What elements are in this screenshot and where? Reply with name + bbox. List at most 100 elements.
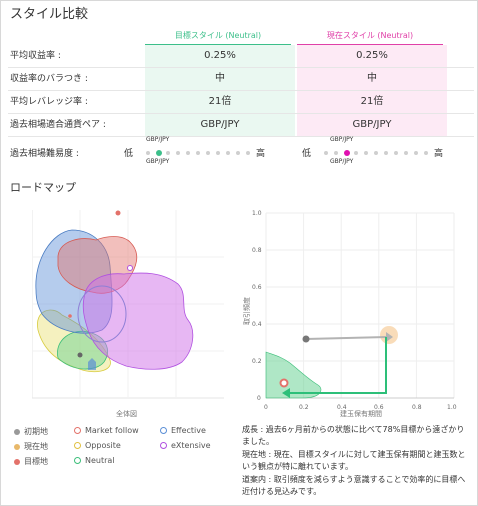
table-row: 収益率のバラつき : 中 中 (8, 68, 474, 91)
marker-small-icon (68, 314, 72, 318)
legend-label: eXtensive (171, 441, 211, 450)
region-inner-ring (77, 285, 127, 343)
x-tick-label: 0.4 (337, 404, 347, 411)
scale-dot (196, 151, 200, 155)
x-tick-label: 1.0 (447, 404, 457, 411)
initial-position-icon (302, 335, 310, 343)
scale-dot (414, 151, 418, 155)
overview-chart (32, 210, 224, 399)
target-value: 21倍 (145, 91, 295, 113)
x-tick-label: 0.2 (299, 404, 309, 411)
region-extensive (82, 272, 194, 370)
difficulty-label: 過去相場難易度 : (10, 149, 79, 159)
current-style-header: 現在スタイル (Neutral) (297, 28, 443, 46)
scale-dot (424, 151, 428, 155)
scale-active-dot (156, 150, 162, 156)
target-value: 0.25% (145, 45, 295, 67)
scale-dots (324, 150, 432, 156)
scale-dot (166, 151, 170, 155)
scale-dot (206, 151, 210, 155)
marker-initial-icon (77, 352, 83, 358)
target-value: 中 (145, 68, 295, 90)
scale-dot (374, 151, 378, 155)
target-position-icon (279, 378, 289, 388)
scale-pair-label: GBP/JPY (146, 136, 170, 143)
scale-pair-label: GBP/JPY (146, 158, 170, 165)
legend-item: Opposite (74, 441, 121, 450)
scale-dot (354, 151, 358, 155)
y-tick-label: 0 (257, 395, 261, 402)
legend-extensive-icon (160, 442, 167, 449)
scale-high-label: 高 (434, 149, 444, 159)
legend-initial-icon (14, 428, 20, 435)
legend-market-follow-icon (74, 427, 81, 434)
legend-item: 初期地 (14, 426, 48, 437)
scale-dot (186, 151, 190, 155)
legend-label: Opposite (85, 441, 121, 450)
row-label: 平均レバレッジ率 : (10, 97, 88, 107)
marker-neutral-icon (88, 358, 96, 370)
marker-target-icon (115, 210, 121, 216)
current-value: GBP/JPY (297, 114, 447, 136)
y-tick-label: 0.6 (252, 284, 262, 291)
scale-dots (146, 150, 254, 156)
scale-pair-label: GBP/JPY (330, 136, 354, 143)
legend-label: Effective (171, 426, 206, 435)
legend-target-icon (14, 458, 20, 465)
x-tick-label: 0.8 (412, 404, 422, 411)
legend-item: 現在地 (14, 441, 48, 452)
legend-item: Market follow (74, 426, 139, 435)
legend-label: Market follow (85, 426, 139, 435)
target-value: GBP/JPY (145, 114, 295, 136)
target-difficulty-scale: 低 高 GBP/JPY GBP/JPY (124, 136, 273, 166)
legend-item: eXtensive (160, 441, 211, 450)
current-value: 0.25% (297, 45, 447, 67)
growth-arrow-head-icon (386, 332, 393, 342)
x-axis-label: 建玉保有期間 (340, 409, 382, 418)
row-label: 収益率のバラつき : (10, 74, 88, 84)
guide-arrow-head-icon (282, 388, 290, 398)
description-guide: 道案内 : 取引頻度を減らすよう意識することで効率的に目標へ近付ける見込みです。 (242, 474, 466, 497)
scale-dot (246, 151, 250, 155)
legend-item: Effective (160, 426, 206, 435)
roadmap-description: 成長 : 過去6ヶ月前からの状態に比べて78%目標から遠ざかりました。 現在地 … (242, 424, 472, 498)
page-title: スタイル比較 (10, 7, 89, 22)
scale-dot (394, 151, 398, 155)
scale-low-label: 低 (124, 149, 134, 159)
row-label: 平均収益率 : (10, 51, 61, 61)
y-tick-label: 0.2 (252, 358, 262, 365)
description-current: 現在地 : 現在、目標スタイルに対して建玉保有期間と建玉数という観点が特に離れて… (242, 449, 466, 472)
roadmap-chart: 1.0 0.8 0.6 0.4 0.2 0 0 0.2 0.4 0.6 0.8 … (242, 210, 457, 418)
scale-dot (236, 151, 240, 155)
table-row: 平均レバレッジ率 : 21倍 21倍 (8, 91, 474, 114)
guide-path (290, 337, 387, 394)
scale-dot (324, 151, 328, 155)
scale-dot (226, 151, 230, 155)
scale-low-label: 低 (302, 149, 312, 159)
legend-current-icon (14, 443, 20, 450)
current-value: 中 (297, 68, 447, 90)
table-row: 平均収益率 : 0.25% 0.25% (8, 45, 474, 68)
y-tick-label: 0.8 (252, 247, 262, 254)
table-row: 過去相場適合通貨ペア : GBP/JPY GBP/JPY (8, 114, 474, 137)
scale-dot (216, 151, 220, 155)
scale-dot (334, 151, 338, 155)
y-tick-label: 0.4 (252, 321, 262, 328)
legend-label: 初期地 (24, 427, 48, 436)
target-style-header: 目標スタイル (Neutral) (145, 28, 291, 46)
scale-dot (146, 151, 150, 155)
current-value: 21倍 (297, 91, 447, 113)
scale-active-dot (344, 150, 350, 156)
row-label: 過去相場適合通貨ペア : (10, 120, 106, 130)
marker-current-icon (127, 265, 133, 271)
x-tick-label: 0 (264, 404, 268, 411)
scale-dot (404, 151, 408, 155)
region-neutral (265, 351, 322, 399)
legend-label: 現在地 (24, 442, 48, 451)
legend-opposite-icon (74, 442, 81, 449)
legend-effective-icon (160, 427, 167, 434)
overview-chart-caption: 全体図 (116, 410, 137, 418)
description-growth: 成長 : 過去6ヶ月前からの状態に比べて78%目標から遠ざかりました。 (242, 425, 465, 447)
legend-label: 目標地 (24, 457, 48, 466)
y-axis-label: 取引頻度 (242, 297, 251, 325)
